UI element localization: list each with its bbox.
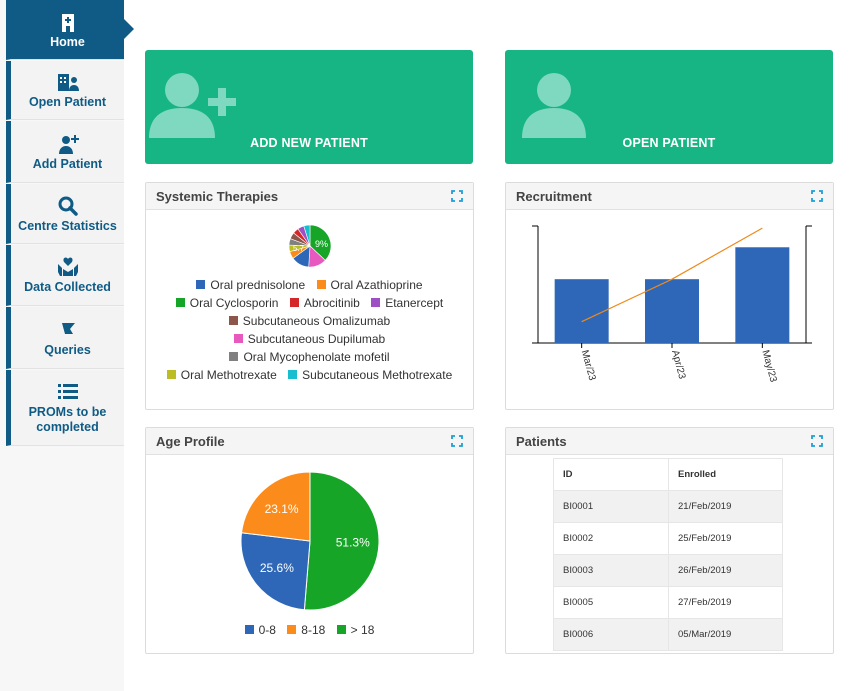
legend-item: Oral Azathioprine [316, 276, 423, 294]
legend-item: Oral prednisolone [196, 276, 305, 294]
age-pie-chart: 51.3% 25.6% 23.1% [240, 471, 380, 611]
bar [645, 279, 699, 343]
user-icon [522, 73, 586, 138]
recruitment-bar-chart: Mar/23 Apr/23 May/23 [532, 225, 812, 384]
sidebar-item-label: Queries [44, 342, 91, 357]
enrolled-date: 26/Feb/2019 [668, 554, 783, 587]
patient-id: BI0003 [553, 554, 669, 587]
sidebar-item-proms[interactable]: PROMs to be completed [6, 370, 124, 446]
flag-icon [61, 322, 75, 334]
therapies-pie-chart: 9% 5.7 [288, 224, 332, 268]
pie-slice [240, 471, 311, 542]
table-row[interactable]: BI0002 25/Feb/2019 [553, 522, 783, 555]
x-tick-label: May/23 [759, 349, 778, 384]
bar [735, 247, 790, 343]
open-patient-tile[interactable]: OPEN PATIENT [505, 50, 833, 164]
systemic-therapies-panel: Systemic Therapies 9% 5.7 Oral prednisolo… [145, 182, 474, 410]
table-row[interactable]: BI0006 05/Mar/2019 [553, 618, 783, 651]
patient-id: BI0001 [553, 490, 669, 523]
table-header-row: ID Enrolled [553, 458, 783, 491]
enrolled-date: 05/Mar/2019 [668, 618, 783, 651]
expand-icon[interactable] [811, 190, 823, 202]
user-plus-icon [58, 134, 79, 154]
table-row[interactable]: BI0001 21/Feb/2019 [553, 490, 783, 523]
user-plus-icon [149, 73, 236, 138]
hospital-icon [61, 13, 74, 32]
age-profile-panel: Age Profile 51.3% 25.6% 23.1% 0-8 8-18 > 1… [145, 427, 474, 654]
table-row[interactable]: BI0005 27/Feb/2019 [553, 586, 783, 619]
legend-item: Subcutaneous Dupilumab [233, 330, 385, 348]
sidebar-item-home[interactable]: Home [6, 0, 134, 60]
panel-header: Patients [506, 428, 833, 455]
legend-item: Etanercept [371, 294, 443, 312]
pie-data-label: 23.1% [265, 502, 299, 516]
expand-icon[interactable] [451, 190, 463, 202]
hands-holding-icon [57, 257, 78, 276]
expand-icon[interactable] [811, 435, 823, 447]
search-icon [58, 196, 78, 216]
legend-item: 0-8 [244, 621, 276, 639]
sidebar-item-label: PROMs to be completed [28, 404, 107, 434]
legend-item: 8-18 [287, 621, 325, 639]
enrolled-date: 25/Feb/2019 [668, 522, 783, 555]
trend-line [581, 227, 763, 323]
add-new-patient-tile[interactable]: ADD NEW PATIENT [145, 50, 473, 164]
column-header-enrolled[interactable]: Enrolled [668, 458, 783, 491]
sidebar-item-label: Data Collected [24, 280, 111, 294]
patient-id: BI0005 [553, 586, 669, 619]
table-row[interactable]: BI0003 26/Feb/2019 [553, 554, 783, 587]
panel-title: Age Profile [156, 433, 225, 449]
sidebar-item-label: Home [50, 34, 85, 49]
open-patient-label: OPEN PATIENT [622, 136, 716, 150]
list-icon [57, 383, 78, 399]
legend-item: Subcutaneous Methotrexate [288, 366, 452, 384]
x-tick-label: Mar/23 [579, 349, 598, 382]
sidebar: Home Open Patient Add Patient Centre Sta… [0, 0, 134, 691]
legend-item: Oral Methotrexate [166, 366, 277, 384]
sidebar-item-label: Centre Statistics [18, 218, 117, 233]
legend-item: > 18 [336, 621, 374, 639]
enrolled-date: 21/Feb/2019 [668, 490, 783, 523]
legend-item: Oral Cyclosporin [175, 294, 278, 312]
sidebar-item-label: Add Patient [32, 156, 103, 171]
enrolled-date: 27/Feb/2019 [668, 586, 783, 619]
expand-icon[interactable] [451, 435, 463, 447]
patient-id: BI0002 [553, 522, 669, 555]
sidebar-item-open-patient[interactable]: Open Patient [6, 61, 124, 120]
legend-item: Subcutaneous Omalizumab [228, 312, 390, 330]
panel-title: Patients [516, 433, 567, 449]
legend-item: Oral Mycophenolate mofetil [229, 348, 390, 366]
pie-slice [240, 532, 311, 611]
patients-panel: Patients ID Enrolled BI0001 21/Feb/2019 B… [505, 427, 834, 654]
x-tick-label: Apr/23 [669, 349, 687, 381]
legend-item: Abrocitinib [289, 294, 360, 312]
therapies-legend: Oral prednisolone Oral Azathioprine Oral… [146, 276, 473, 384]
pie-slice [309, 224, 332, 261]
buildings-user-icon [57, 74, 79, 91]
pie-slice [303, 471, 380, 611]
patient-id: BI0006 [553, 618, 669, 651]
age-legend: 0-8 8-18 > 18 [146, 621, 473, 639]
pie-data-label: 51.3% [336, 536, 370, 550]
sidebar-item-data-collected[interactable]: Data Collected [6, 245, 124, 306]
pie-data-label: 25.6% [260, 561, 294, 575]
sidebar-item-queries[interactable]: Queries [6, 307, 124, 369]
panel-title: Systemic Therapies [156, 188, 279, 204]
panel-title: Recruitment [516, 188, 592, 204]
column-header-id[interactable]: ID [553, 458, 669, 491]
bar [554, 279, 609, 343]
pie-slice [303, 224, 311, 247]
recruitment-panel: Recruitment Mar/23 Apr/23 May/23 [505, 182, 834, 410]
patients-table: ID Enrolled BI0001 21/Feb/2019 BI0002 25/F… [553, 458, 783, 651]
sidebar-item-label: Open Patient [28, 95, 107, 109]
panel-header: Recruitment [506, 183, 833, 210]
panel-header: Age Profile [146, 428, 473, 455]
panel-header: Systemic Therapies [146, 183, 473, 210]
sidebar-item-add-patient[interactable]: Add Patient [6, 121, 124, 183]
add-new-patient-label: ADD NEW PATIENT [250, 136, 368, 150]
pie-data-label: 9% [315, 239, 328, 249]
pie-data-label: 5.7 [293, 244, 305, 253]
sidebar-item-centre-statistics[interactable]: Centre Statistics [6, 184, 124, 244]
